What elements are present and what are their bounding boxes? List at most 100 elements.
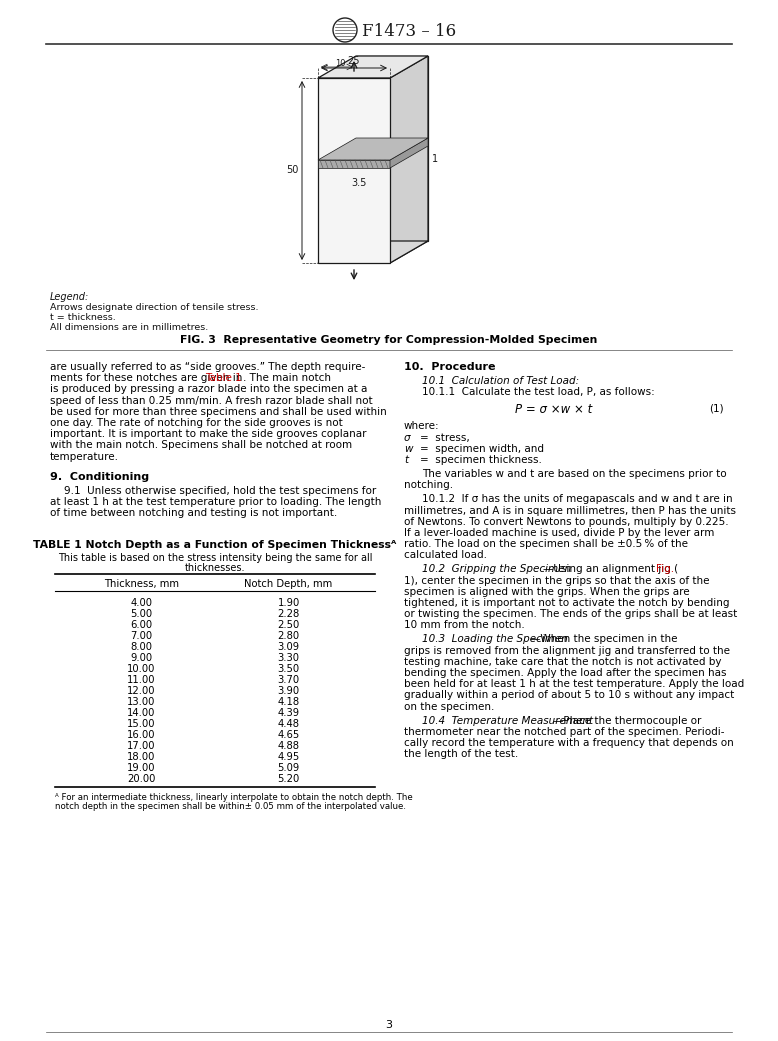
- Text: where:: where:: [404, 422, 440, 431]
- Text: thermometer near the notched part of the specimen. Periodi-: thermometer near the notched part of the…: [404, 727, 724, 737]
- Text: 4.18: 4.18: [278, 696, 300, 707]
- Text: ᴬ For an intermediate thickness, linearly interpolate to obtain the notch depth.: ᴬ For an intermediate thickness, linearl…: [55, 792, 413, 802]
- Text: testing machine, take care that the notch is not activated by: testing machine, take care that the notc…: [404, 657, 721, 667]
- Text: 3: 3: [386, 1020, 392, 1030]
- Text: 2.50: 2.50: [278, 619, 300, 630]
- Text: 1: 1: [432, 154, 438, 164]
- Text: 5.00: 5.00: [131, 609, 152, 618]
- Text: 1.90: 1.90: [278, 598, 300, 608]
- Text: 9.00: 9.00: [131, 653, 152, 662]
- Text: 7.00: 7.00: [131, 631, 152, 640]
- Text: or twisting the specimen. The ends of the grips shall be at least: or twisting the specimen. The ends of th…: [404, 609, 738, 619]
- Text: 4.39: 4.39: [278, 708, 300, 717]
- Text: w: w: [404, 445, 412, 454]
- Text: TABLE 1 Notch Depth as a Function of Specimen Thicknessᴬ: TABLE 1 Notch Depth as a Function of Spe…: [33, 539, 397, 550]
- Text: This table is based on the stress intensity being the same for all: This table is based on the stress intens…: [58, 553, 372, 562]
- Text: 6.00: 6.00: [131, 619, 152, 630]
- Text: one day. The rate of notching for the side grooves is not: one day. The rate of notching for the si…: [50, 418, 343, 428]
- Text: . The main notch: . The main notch: [243, 374, 331, 383]
- Text: 18.00: 18.00: [128, 752, 156, 762]
- Text: 2.80: 2.80: [278, 631, 300, 640]
- Text: 10.1  Calculation of Test Load:: 10.1 Calculation of Test Load:: [422, 376, 579, 386]
- Text: 10.2  Gripping the Specimen: 10.2 Gripping the Specimen: [422, 564, 571, 575]
- Text: gradually within a period of about 5 to 10 s without any impact: gradually within a period of about 5 to …: [404, 690, 734, 701]
- Text: FIG. 3  Representative Geometry for Compression-Molded Specimen: FIG. 3 Representative Geometry for Compr…: [180, 335, 598, 345]
- Text: 4.00: 4.00: [131, 598, 152, 608]
- Polygon shape: [318, 78, 390, 263]
- Text: 9.1  Unless otherwise specified, hold the test specimens for: 9.1 Unless otherwise specified, hold the…: [64, 486, 377, 496]
- Text: 10.1.2  If σ has the units of megapascals and w and t are in: 10.1.2 If σ has the units of megapascals…: [422, 494, 733, 505]
- Text: notch depth in the specimen shall be within± 0.05 mm of the interpolated value.: notch depth in the specimen shall be wit…: [55, 802, 406, 811]
- Text: grips is removed from the alignment jig and transferred to the: grips is removed from the alignment jig …: [404, 645, 730, 656]
- Text: If a lever-loaded machine is used, divide P by the lever arm: If a lever-loaded machine is used, divid…: [404, 528, 714, 538]
- Text: —Place the thermocouple or: —Place the thermocouple or: [553, 715, 702, 726]
- Text: Legend:: Legend:: [50, 291, 89, 302]
- Text: 12.00: 12.00: [127, 686, 156, 695]
- Text: of Newtons. To convert Newtons to pounds, multiply by 0.225.: of Newtons. To convert Newtons to pounds…: [404, 516, 729, 527]
- Text: millimetres, and A is in square millimetres, then P has the units: millimetres, and A is in square millimet…: [404, 506, 736, 515]
- Text: (1): (1): [710, 403, 724, 413]
- Text: 10.1.1  Calculate the test load, P, as follows:: 10.1.1 Calculate the test load, P, as fo…: [422, 387, 655, 398]
- Text: 3.5: 3.5: [352, 178, 366, 188]
- Polygon shape: [318, 160, 390, 168]
- Text: 3.50: 3.50: [278, 663, 300, 674]
- Text: 3.30: 3.30: [278, 653, 300, 662]
- Text: Notch Depth, mm: Notch Depth, mm: [244, 579, 333, 588]
- Text: are usually referred to as “side grooves.” The depth require-: are usually referred to as “side grooves…: [50, 362, 366, 372]
- Text: 3.09: 3.09: [278, 641, 300, 652]
- Text: 17.00: 17.00: [127, 740, 156, 751]
- Text: important. It is important to make the side grooves coplanar: important. It is important to make the s…: [50, 429, 366, 439]
- Text: of time between notching and testing is not important.: of time between notching and testing is …: [50, 508, 337, 518]
- Text: been held for at least 1 h at the test temperature. Apply the load: been held for at least 1 h at the test t…: [404, 679, 745, 689]
- Text: specimen is aligned with the grips. When the grips are: specimen is aligned with the grips. When…: [404, 587, 689, 596]
- Text: 8.00: 8.00: [131, 641, 152, 652]
- Text: at least 1 h at the test temperature prior to loading. The length: at least 1 h at the test temperature pri…: [50, 497, 381, 507]
- Text: 10 mm from the notch.: 10 mm from the notch.: [404, 620, 524, 631]
- Text: =  specimen width, and: = specimen width, and: [420, 445, 544, 454]
- Text: —When the specimen in the: —When the specimen in the: [530, 634, 678, 644]
- Text: 10.  Procedure: 10. Procedure: [404, 362, 496, 372]
- Text: ments for these notches are given in: ments for these notches are given in: [50, 374, 246, 383]
- Text: 3.70: 3.70: [278, 675, 300, 685]
- Polygon shape: [390, 56, 428, 263]
- Text: 4.88: 4.88: [278, 740, 300, 751]
- Text: =  specimen thickness.: = specimen thickness.: [420, 455, 541, 465]
- Text: 50: 50: [286, 166, 299, 175]
- Text: 14.00: 14.00: [128, 708, 156, 717]
- Text: σ: σ: [404, 433, 411, 443]
- Polygon shape: [356, 56, 428, 242]
- Text: 16.00: 16.00: [127, 730, 156, 739]
- Text: 10.3  Loading the Specimen: 10.3 Loading the Specimen: [422, 634, 568, 644]
- Text: 11.00: 11.00: [127, 675, 156, 685]
- Text: 19.00: 19.00: [127, 762, 156, 772]
- Polygon shape: [318, 242, 428, 263]
- Text: tightened, it is important not to activate the notch by bending: tightened, it is important not to activa…: [404, 598, 730, 608]
- Text: Thickness, mm: Thickness, mm: [104, 579, 179, 588]
- Text: 4.95: 4.95: [278, 752, 300, 762]
- Text: 4.65: 4.65: [278, 730, 300, 739]
- Text: t = thickness.: t = thickness.: [50, 313, 116, 322]
- Text: calculated load.: calculated load.: [404, 551, 487, 560]
- Text: 25: 25: [348, 56, 360, 66]
- Text: is produced by pressing a razor blade into the specimen at a: is produced by pressing a razor blade in…: [50, 384, 367, 395]
- Text: speed of less than 0.25 mm/min. A fresh razor blade shall not: speed of less than 0.25 mm/min. A fresh …: [50, 396, 373, 406]
- Text: 10.4  Temperature Measurement: 10.4 Temperature Measurement: [422, 715, 593, 726]
- Text: ratio. The load on the specimen shall be ±0.5 % of the: ratio. The load on the specimen shall be…: [404, 539, 688, 550]
- Text: 5.09: 5.09: [278, 762, 300, 772]
- Text: 1), center the specimen in the grips so that the axis of the: 1), center the specimen in the grips so …: [404, 576, 710, 586]
- Text: 4.48: 4.48: [278, 718, 300, 729]
- Text: 3.90: 3.90: [278, 686, 300, 695]
- Text: notching.: notching.: [404, 480, 453, 490]
- Text: 2.28: 2.28: [278, 609, 300, 618]
- Text: t: t: [404, 455, 408, 465]
- Text: The variables w and t are based on the specimens prior to: The variables w and t are based on the s…: [422, 469, 727, 479]
- Text: 20.00: 20.00: [128, 773, 156, 784]
- Text: be used for more than three specimens and shall be used within: be used for more than three specimens an…: [50, 407, 387, 416]
- Text: —Using an alignment jig (: —Using an alignment jig (: [543, 564, 678, 575]
- Text: cally record the temperature with a frequency that depends on: cally record the temperature with a freq…: [404, 738, 734, 748]
- Text: All dimensions are in millimetres.: All dimensions are in millimetres.: [50, 324, 209, 332]
- Polygon shape: [390, 138, 428, 168]
- Text: P = σ ×w × t: P = σ ×w × t: [515, 403, 593, 416]
- Text: 15.00: 15.00: [127, 718, 156, 729]
- Text: Table 1: Table 1: [205, 374, 241, 383]
